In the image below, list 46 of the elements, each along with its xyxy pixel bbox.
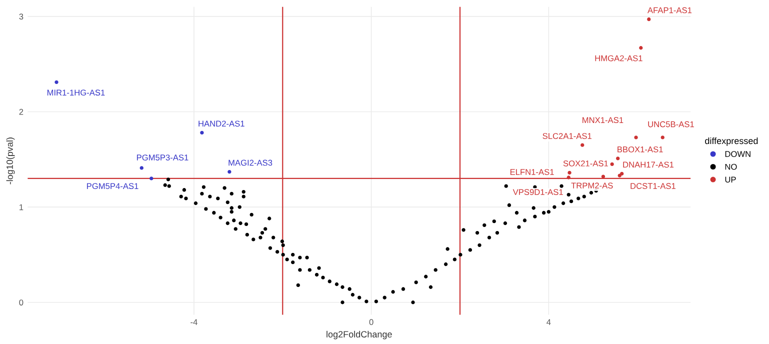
annotation: PGM5P3-AS1: [136, 154, 188, 160]
annotation: ELFN1-AS1: [510, 169, 554, 175]
annotation: UNC5B-AS1: [648, 121, 694, 128]
point: [601, 174, 606, 178]
point: [566, 176, 570, 180]
point: [618, 174, 622, 178]
point: [140, 166, 144, 170]
y-tick-label: 3: [19, 14, 24, 20]
point: [228, 170, 232, 174]
x-tick-label: -4: [190, 319, 198, 325]
legend-label: NO: [725, 164, 737, 170]
y-tick-label: 0: [19, 300, 24, 306]
point: [200, 130, 204, 135]
annotation: SLC2A1-AS1: [542, 133, 592, 139]
legend-label: UP: [725, 176, 736, 183]
annotation: VPS9D1-AS1: [512, 189, 563, 196]
point: [568, 170, 572, 175]
annotation: MAGI2-AS3: [228, 160, 272, 166]
point: [580, 143, 584, 147]
y-tick-label: 2: [19, 108, 24, 115]
annotation: TRPM2-AS: [571, 182, 613, 189]
annotation: SOX21-AS1: [563, 160, 608, 166]
point: [54, 80, 58, 84]
annotation: BBOX1-AS1: [618, 146, 663, 152]
point: [639, 46, 643, 50]
point: [647, 17, 651, 22]
point: [660, 136, 664, 140]
legend-label: DOWN: [725, 151, 750, 157]
annotation: DCST1-AS1: [630, 183, 676, 189]
x-tick-label: 4: [546, 319, 551, 325]
y-axis-title: -log10(pval): [6, 138, 15, 184]
point: [610, 162, 614, 166]
annotation: PGM5P4-AS1: [87, 183, 138, 190]
point: [634, 136, 638, 140]
y-tick-label: 1: [20, 204, 24, 210]
annotation: DNAH17-AS1: [623, 162, 674, 168]
x-tick-label: 0: [369, 319, 374, 326]
annotation: HAND2-AS1: [198, 120, 244, 127]
annotation: MIR1-1HG-AS1: [47, 90, 105, 96]
point: [150, 176, 154, 180]
legend-title: diffexpressed: [705, 137, 758, 146]
point: [616, 156, 620, 160]
x-axis-title: log2FoldChange: [326, 330, 392, 340]
annotation: AFAP1-AS1: [648, 7, 692, 14]
annotation: HMGA2-AS1: [595, 55, 642, 62]
annotation: MNX1-AS1: [582, 117, 624, 124]
